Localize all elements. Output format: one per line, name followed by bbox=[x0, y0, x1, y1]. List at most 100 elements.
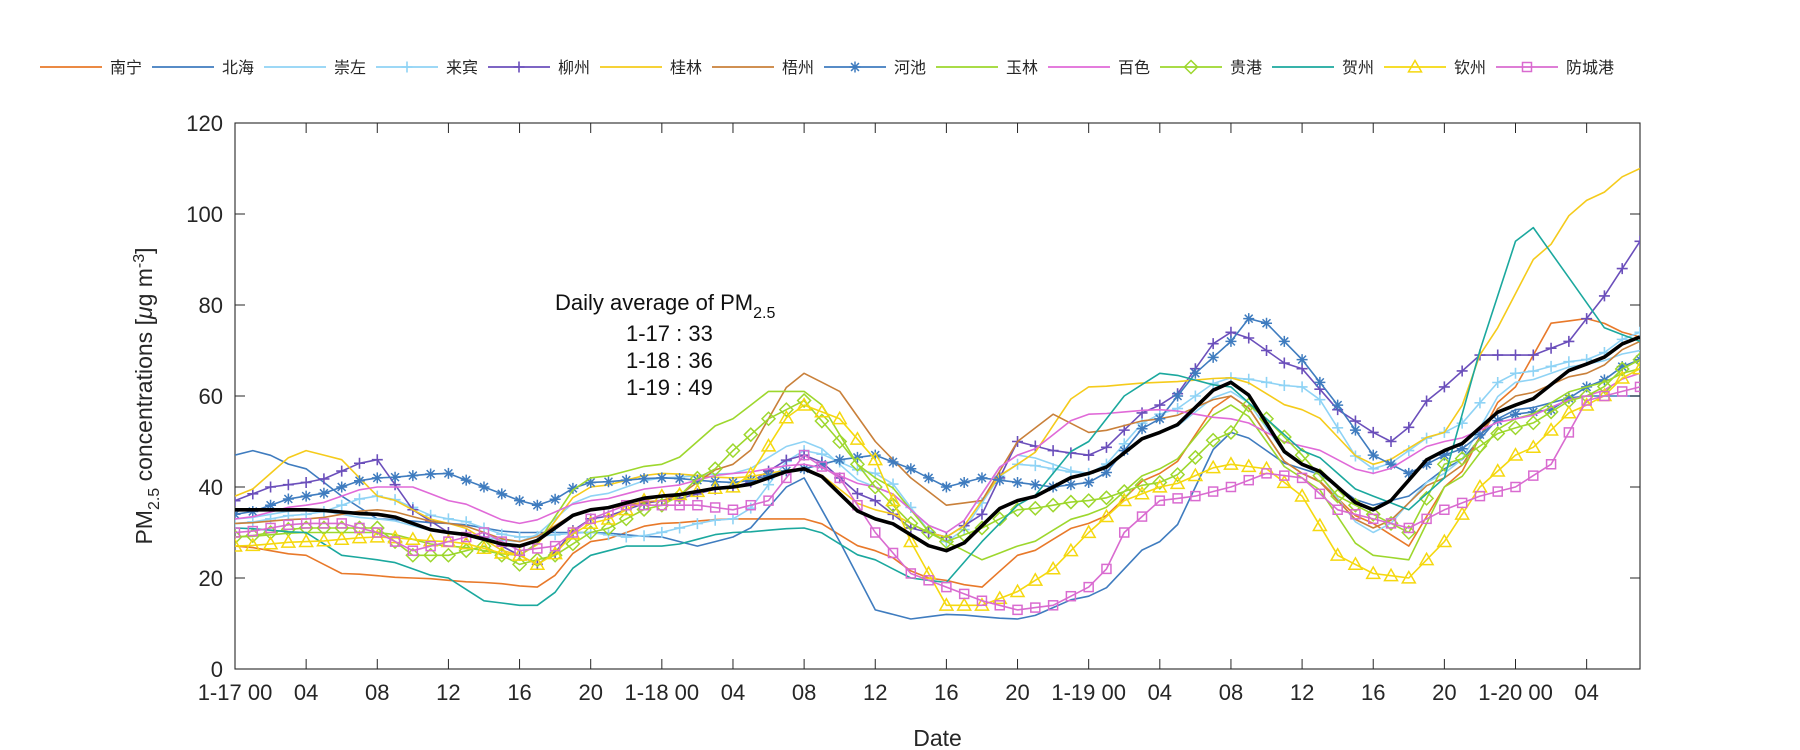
data-point bbox=[1421, 395, 1433, 407]
x-tick-label: 08 bbox=[792, 680, 816, 705]
data-point bbox=[1065, 466, 1077, 478]
data-point bbox=[1599, 390, 1610, 402]
y-tick-label: 120 bbox=[186, 111, 223, 136]
data-point bbox=[282, 493, 294, 505]
data-point bbox=[1581, 313, 1593, 325]
data-point bbox=[1632, 360, 1640, 375]
data-point bbox=[1489, 463, 1506, 477]
data-point bbox=[1472, 438, 1488, 454]
data-point bbox=[280, 534, 297, 548]
data-point bbox=[618, 501, 635, 516]
data-point bbox=[1083, 476, 1095, 488]
x-tick-label: 08 bbox=[365, 680, 389, 705]
data-point bbox=[1294, 488, 1310, 502]
data-point bbox=[1081, 493, 1097, 509]
legend-entry: 来宾 bbox=[376, 58, 478, 77]
data-point bbox=[1189, 390, 1201, 402]
data-point bbox=[235, 527, 241, 538]
data-point bbox=[1223, 456, 1239, 470]
data-point bbox=[371, 454, 383, 466]
data-point bbox=[1172, 493, 1183, 504]
legend-entry: 钦州 bbox=[1384, 58, 1486, 77]
annotation-line: 1-17 : 33 bbox=[626, 321, 713, 346]
data-point bbox=[1170, 467, 1186, 483]
data-point bbox=[1063, 494, 1079, 510]
data-point bbox=[674, 499, 685, 511]
data-point bbox=[1438, 381, 1450, 393]
data-point bbox=[493, 545, 510, 559]
series-line-0 bbox=[235, 317, 1640, 588]
x-tick-label: 12 bbox=[1290, 680, 1314, 705]
data-point bbox=[1507, 447, 1524, 461]
data-point bbox=[1100, 441, 1112, 453]
data-point bbox=[1634, 326, 1640, 338]
data-point bbox=[742, 466, 759, 480]
legend-marker bbox=[1407, 58, 1423, 73]
data-point bbox=[389, 536, 401, 547]
data-point bbox=[318, 487, 330, 499]
legend-entry: 梧州 bbox=[712, 58, 814, 77]
data-point bbox=[1101, 563, 1112, 575]
data-point bbox=[1492, 486, 1503, 497]
x-axis-label: Date bbox=[913, 725, 962, 750]
data-point bbox=[1421, 513, 1432, 525]
data-point bbox=[265, 481, 277, 493]
data-point bbox=[585, 476, 597, 488]
series-path bbox=[235, 317, 1640, 588]
data-point bbox=[318, 473, 330, 485]
data-point bbox=[549, 493, 561, 505]
data-point bbox=[549, 529, 561, 541]
data-point bbox=[1118, 527, 1130, 538]
data-point bbox=[235, 495, 241, 507]
data-point bbox=[1492, 415, 1504, 427]
series-line-7 bbox=[235, 313, 1640, 520]
data-point bbox=[333, 531, 350, 545]
data-point bbox=[816, 458, 828, 470]
data-point bbox=[1367, 463, 1379, 475]
series-path bbox=[235, 167, 1640, 557]
data-point bbox=[1029, 479, 1041, 491]
data-point bbox=[709, 514, 721, 526]
legend-marker bbox=[1521, 61, 1533, 73]
data-point bbox=[1012, 476, 1024, 488]
data-point bbox=[1134, 485, 1150, 500]
data-point bbox=[1045, 560, 1061, 575]
data-point bbox=[567, 527, 579, 538]
data-point bbox=[1169, 475, 1186, 490]
data-point bbox=[834, 472, 845, 484]
legend-entry: 桂林 bbox=[600, 58, 702, 77]
x-tick-label: 16 bbox=[934, 680, 958, 705]
series-path bbox=[235, 358, 1640, 566]
data-point bbox=[1152, 478, 1168, 493]
data-point bbox=[974, 520, 990, 536]
legend-label: 桂林 bbox=[670, 58, 702, 77]
data-point bbox=[1223, 424, 1239, 440]
legend-entry: 崇左 bbox=[264, 58, 366, 77]
data-point bbox=[1632, 352, 1640, 368]
x-tick-label: 08 bbox=[1219, 680, 1243, 705]
data-point bbox=[620, 474, 632, 486]
data-point bbox=[1616, 361, 1628, 373]
data-point bbox=[1474, 490, 1486, 502]
data-point bbox=[1047, 600, 1059, 611]
data-point bbox=[1312, 517, 1328, 532]
data-point bbox=[1634, 381, 1640, 393]
data-point bbox=[1118, 424, 1130, 436]
data-point bbox=[1525, 415, 1541, 431]
data-point bbox=[1421, 458, 1433, 470]
x-tick-label: 1-17 00 bbox=[198, 680, 273, 705]
data-point bbox=[1029, 460, 1041, 472]
data-point bbox=[425, 540, 436, 552]
y-tick-label: 100 bbox=[186, 202, 223, 227]
data-point bbox=[1527, 349, 1539, 361]
data-point bbox=[620, 531, 632, 543]
x-tick-label: 16 bbox=[1361, 680, 1385, 705]
data-point bbox=[1474, 429, 1486, 441]
data-point bbox=[1579, 388, 1595, 404]
data-point bbox=[1454, 451, 1470, 467]
data-point bbox=[602, 476, 614, 488]
data-point bbox=[1296, 381, 1308, 393]
legend-entry: 玉林 bbox=[936, 58, 1038, 77]
data-point bbox=[235, 538, 243, 552]
